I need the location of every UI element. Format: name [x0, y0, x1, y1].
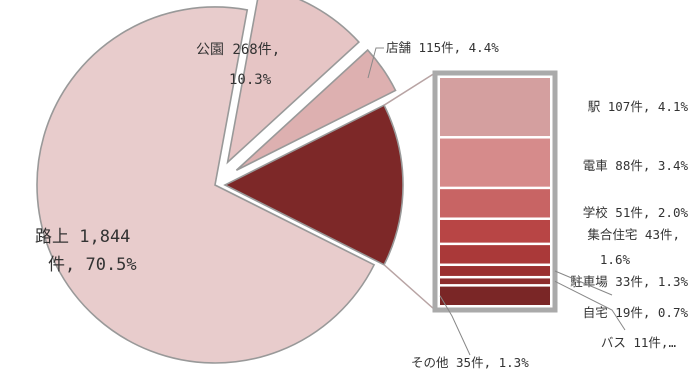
label-park-line2: 10.3%	[229, 72, 272, 88]
connector-lines	[383, 72, 436, 311]
label-housing-line1: 集合住宅 43件,	[587, 227, 680, 242]
leader-bus	[554, 280, 626, 331]
label-home: 自宅 19件, 0.7%	[583, 305, 689, 320]
label-store: 店舗 115件, 4.4%	[386, 40, 499, 55]
breakdown-segment-housing	[440, 219, 550, 243]
breakdown-segment-parking	[440, 245, 550, 264]
breakdown-segment-station	[440, 78, 550, 137]
breakdown-bar	[432, 70, 558, 313]
pie-slice-store	[235, 48, 397, 171]
label-road-line1: 路上 1,844	[35, 227, 130, 247]
label-park-line1: 公園 268件,	[196, 42, 280, 58]
leader-other	[439, 295, 471, 356]
breakdown-segment-train	[440, 138, 550, 187]
label-parking: 駐車場 33件, 1.3%	[570, 274, 688, 289]
breakdown-segment-school	[440, 189, 550, 218]
pie-slice-road	[36, 6, 376, 364]
connector-top	[383, 72, 436, 106]
breakdown-segment-home	[440, 266, 550, 276]
breakdown-segment-bus	[440, 278, 550, 285]
pie-slice-park	[226, 0, 361, 165]
label-other: その他 35件, 1.3%	[411, 355, 529, 370]
label-road-line2: 件, 70.5%	[48, 255, 137, 275]
breakdown-frame	[432, 70, 558, 313]
breakdown-segment-other	[440, 286, 550, 305]
pie-slices	[36, 0, 404, 364]
connector-bottom	[383, 264, 436, 311]
leader-store	[367, 47, 384, 79]
data-labels: 路上 1,844 件, 70.5% 公園 268件, 10.3% 店舗 115件, 4.…	[35, 40, 688, 370]
leader-home	[554, 270, 613, 296]
label-school: 学校 51件, 2.0%	[583, 205, 689, 220]
label-bus: バス 11件,…	[601, 335, 677, 350]
label-train: 電車 88件, 3.4%	[583, 158, 689, 173]
label-station: 駅 107件, 4.1%	[588, 99, 689, 114]
pie-slice-other_group	[223, 104, 404, 266]
label-housing-line2: 1.6%	[600, 252, 631, 267]
